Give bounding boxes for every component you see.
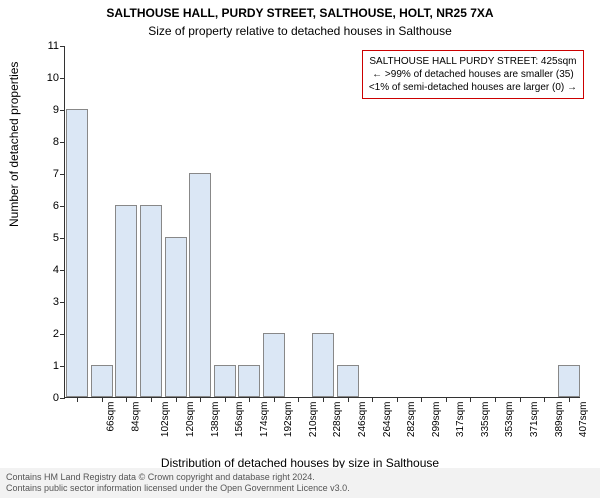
- y-tick-label: 2: [39, 328, 59, 340]
- x-tick-label: 174sqm: [259, 402, 270, 438]
- x-tick: [520, 397, 521, 402]
- x-tick-label: 389sqm: [554, 402, 565, 438]
- x-tick-label: 84sqm: [130, 402, 141, 432]
- chart-title-line1: SALTHOUSE HALL, PURDY STREET, SALTHOUSE,…: [0, 6, 600, 20]
- x-tick: [151, 397, 152, 402]
- y-tick: [60, 46, 65, 47]
- y-tick-label: 1: [39, 360, 59, 372]
- callout-line-3: <1% of semi-detached houses are larger (…: [369, 81, 577, 94]
- y-tick-label: 4: [39, 264, 59, 276]
- histogram-bar: [165, 237, 187, 397]
- histogram-bar: [66, 109, 88, 397]
- x-tick-label: 138sqm: [210, 402, 221, 438]
- callout-line-2: ← >99% of detached houses are smaller (3…: [369, 68, 577, 81]
- x-tick-label: 228sqm: [333, 402, 344, 438]
- y-tick: [60, 206, 65, 207]
- y-tick: [60, 302, 65, 303]
- x-tick-label: 335sqm: [480, 402, 491, 438]
- histogram-bar: [214, 365, 236, 397]
- x-tick: [323, 397, 324, 402]
- histogram-bar: [140, 205, 162, 397]
- y-tick-label: 9: [39, 104, 59, 116]
- histogram-bar: [263, 333, 285, 397]
- y-tick: [60, 334, 65, 335]
- histogram-bar: [238, 365, 260, 397]
- x-tick-label: 371sqm: [529, 402, 540, 438]
- y-tick: [60, 110, 65, 111]
- y-tick: [60, 238, 65, 239]
- y-tick-label: 0: [39, 392, 59, 404]
- x-tick: [274, 397, 275, 402]
- y-tick-label: 6: [39, 200, 59, 212]
- y-tick-label: 11: [39, 40, 59, 52]
- x-tick-label: 66sqm: [106, 402, 117, 432]
- histogram-bar: [337, 365, 359, 397]
- y-tick-label: 10: [39, 72, 59, 84]
- histogram-bar: [189, 173, 211, 397]
- x-tick-label: 210sqm: [308, 402, 319, 438]
- y-axis-label: Number of detached properties: [7, 62, 21, 227]
- x-tick: [102, 397, 103, 402]
- x-tick: [495, 397, 496, 402]
- histogram-bar: [312, 333, 334, 397]
- x-tick-label: 407sqm: [578, 402, 589, 438]
- y-tick: [60, 270, 65, 271]
- x-tick: [446, 397, 447, 402]
- x-tick: [470, 397, 471, 402]
- y-tick: [60, 142, 65, 143]
- chart-subtitle: Size of property relative to detached ho…: [0, 24, 600, 38]
- footer-line-2: Contains public sector information licen…: [6, 483, 594, 494]
- x-tick-label: 317sqm: [455, 402, 466, 438]
- x-tick: [225, 397, 226, 402]
- x-tick-label: 102sqm: [161, 402, 172, 438]
- y-tick-label: 3: [39, 296, 59, 308]
- y-tick: [60, 174, 65, 175]
- footer-line-1: Contains HM Land Registry data © Crown c…: [6, 472, 594, 483]
- histogram-bar: [558, 365, 580, 397]
- callout-line-1: SALTHOUSE HALL PURDY STREET: 425sqm: [369, 55, 577, 68]
- x-tick: [348, 397, 349, 402]
- y-tick-label: 7: [39, 168, 59, 180]
- x-tick: [126, 397, 127, 402]
- annotation-callout: SALTHOUSE HALL PURDY STREET: 425sqm ← >9…: [362, 50, 584, 99]
- x-tick: [544, 397, 545, 402]
- x-tick-label: 282sqm: [406, 402, 417, 438]
- x-tick: [421, 397, 422, 402]
- histogram-bar: [91, 365, 113, 397]
- x-tick: [249, 397, 250, 402]
- x-tick: [200, 397, 201, 402]
- x-tick-label: 353sqm: [505, 402, 516, 438]
- x-tick-label: 264sqm: [382, 402, 393, 438]
- y-tick: [60, 366, 65, 367]
- x-tick: [298, 397, 299, 402]
- x-tick-label: 192sqm: [283, 402, 294, 438]
- histogram-bar: [115, 205, 137, 397]
- y-tick-label: 5: [39, 232, 59, 244]
- y-tick: [60, 398, 65, 399]
- x-tick-label: 299sqm: [431, 402, 442, 438]
- footer-attribution: Contains HM Land Registry data © Crown c…: [0, 468, 600, 498]
- x-tick-label: 246sqm: [357, 402, 368, 438]
- x-tick: [77, 397, 78, 402]
- x-tick-label: 120sqm: [185, 402, 196, 438]
- x-tick-label: 156sqm: [234, 402, 245, 438]
- x-tick: [176, 397, 177, 402]
- x-tick: [372, 397, 373, 402]
- x-tick: [397, 397, 398, 402]
- y-tick: [60, 78, 65, 79]
- x-tick: [569, 397, 570, 402]
- y-tick-label: 8: [39, 136, 59, 148]
